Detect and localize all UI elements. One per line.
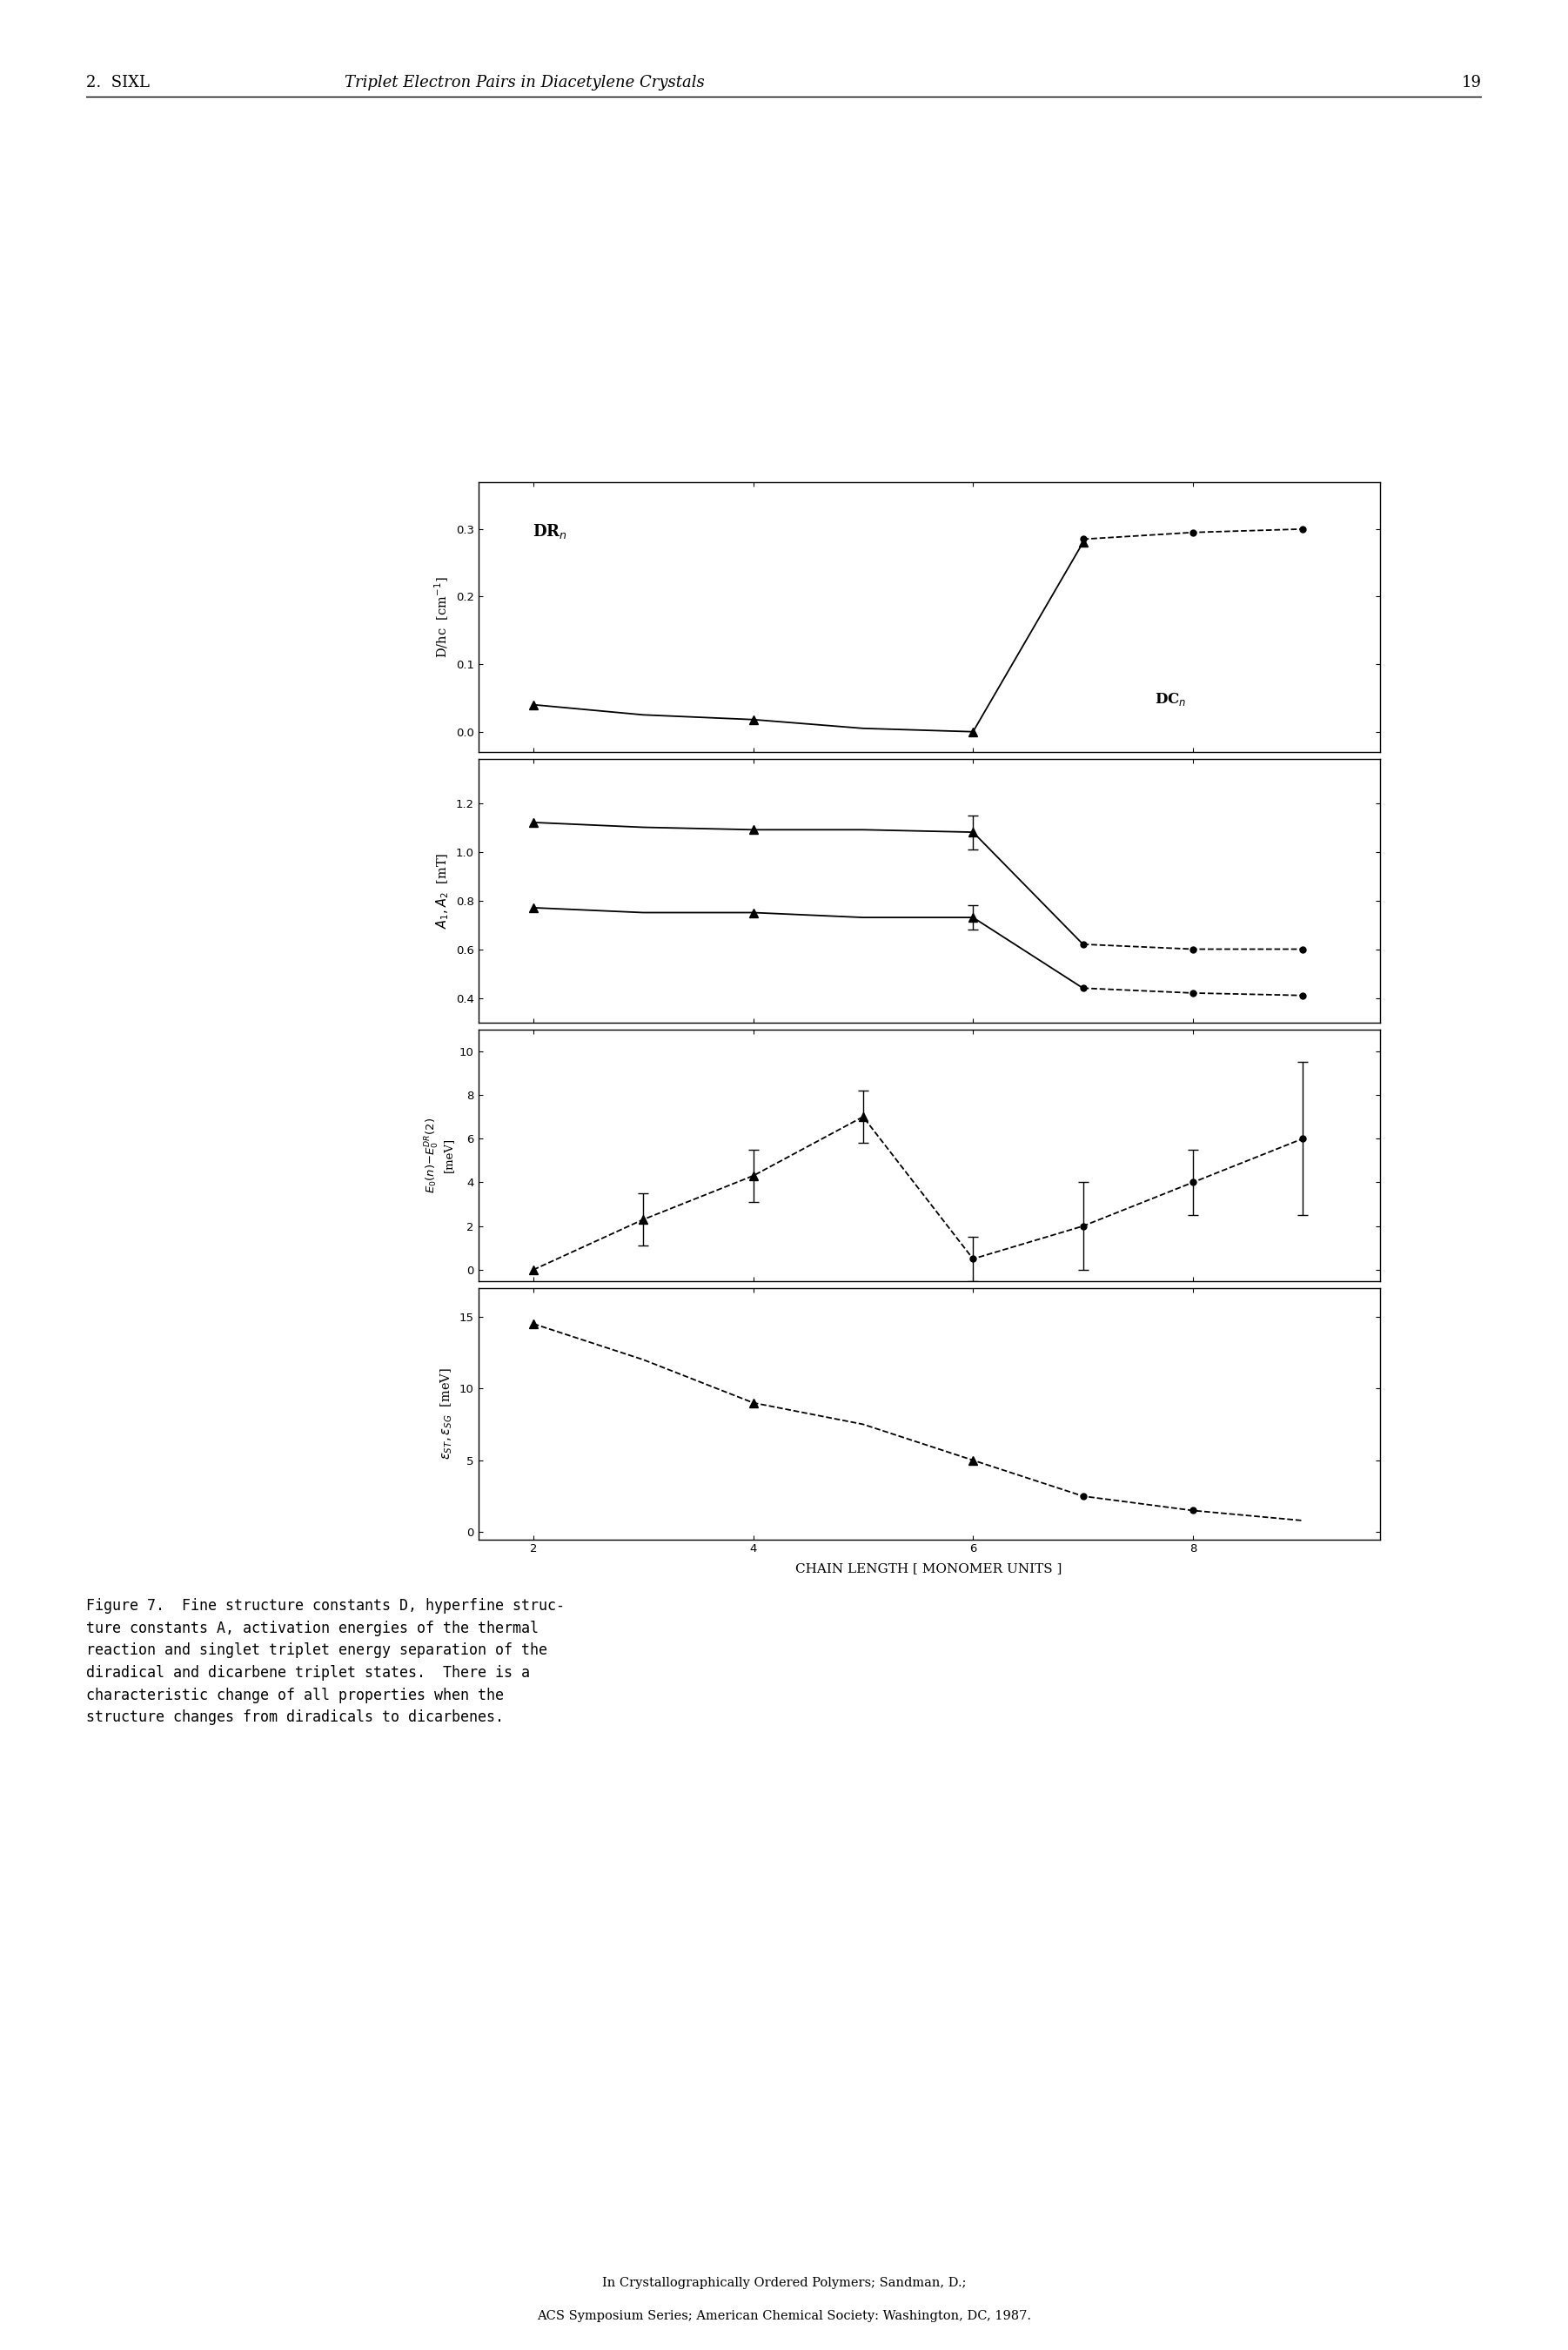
Text: Triplet Electron Pairs in Diacetylene Crystals: Triplet Electron Pairs in Diacetylene Cr…: [345, 75, 706, 89]
Text: DC$_n$: DC$_n$: [1154, 691, 1185, 707]
Text: DR$_n$: DR$_n$: [533, 522, 568, 540]
Y-axis label: $E_0(n){-}E_0^{DR}(2)$
[meV]: $E_0(n){-}E_0^{DR}(2)$ [meV]: [423, 1116, 455, 1194]
X-axis label: CHAIN LENGTH [ MONOMER UNITS ]: CHAIN LENGTH [ MONOMER UNITS ]: [795, 1563, 1063, 1574]
Text: Figure 7.  Fine structure constants D, hyperfine struc-
ture constants A, activa: Figure 7. Fine structure constants D, hy…: [86, 1598, 564, 1725]
Text: ACS Symposium Series; American Chemical Society: Washington, DC, 1987.: ACS Symposium Series; American Chemical …: [536, 2310, 1032, 2322]
Y-axis label: D/hc  [cm$^{-1}$]: D/hc [cm$^{-1}$]: [433, 576, 452, 658]
Y-axis label: $\varepsilon_{ST}, \varepsilon_{SG}$  [meV]: $\varepsilon_{ST}, \varepsilon_{SG}$ [me…: [439, 1368, 455, 1459]
Text: In Crystallographically Ordered Polymers; Sandman, D.;: In Crystallographically Ordered Polymers…: [602, 2277, 966, 2289]
Y-axis label: $A_1, A_2$  [mT]: $A_1, A_2$ [mT]: [434, 853, 450, 928]
Text: 19: 19: [1461, 75, 1482, 89]
Text: 2.  SIXL: 2. SIXL: [86, 75, 149, 89]
